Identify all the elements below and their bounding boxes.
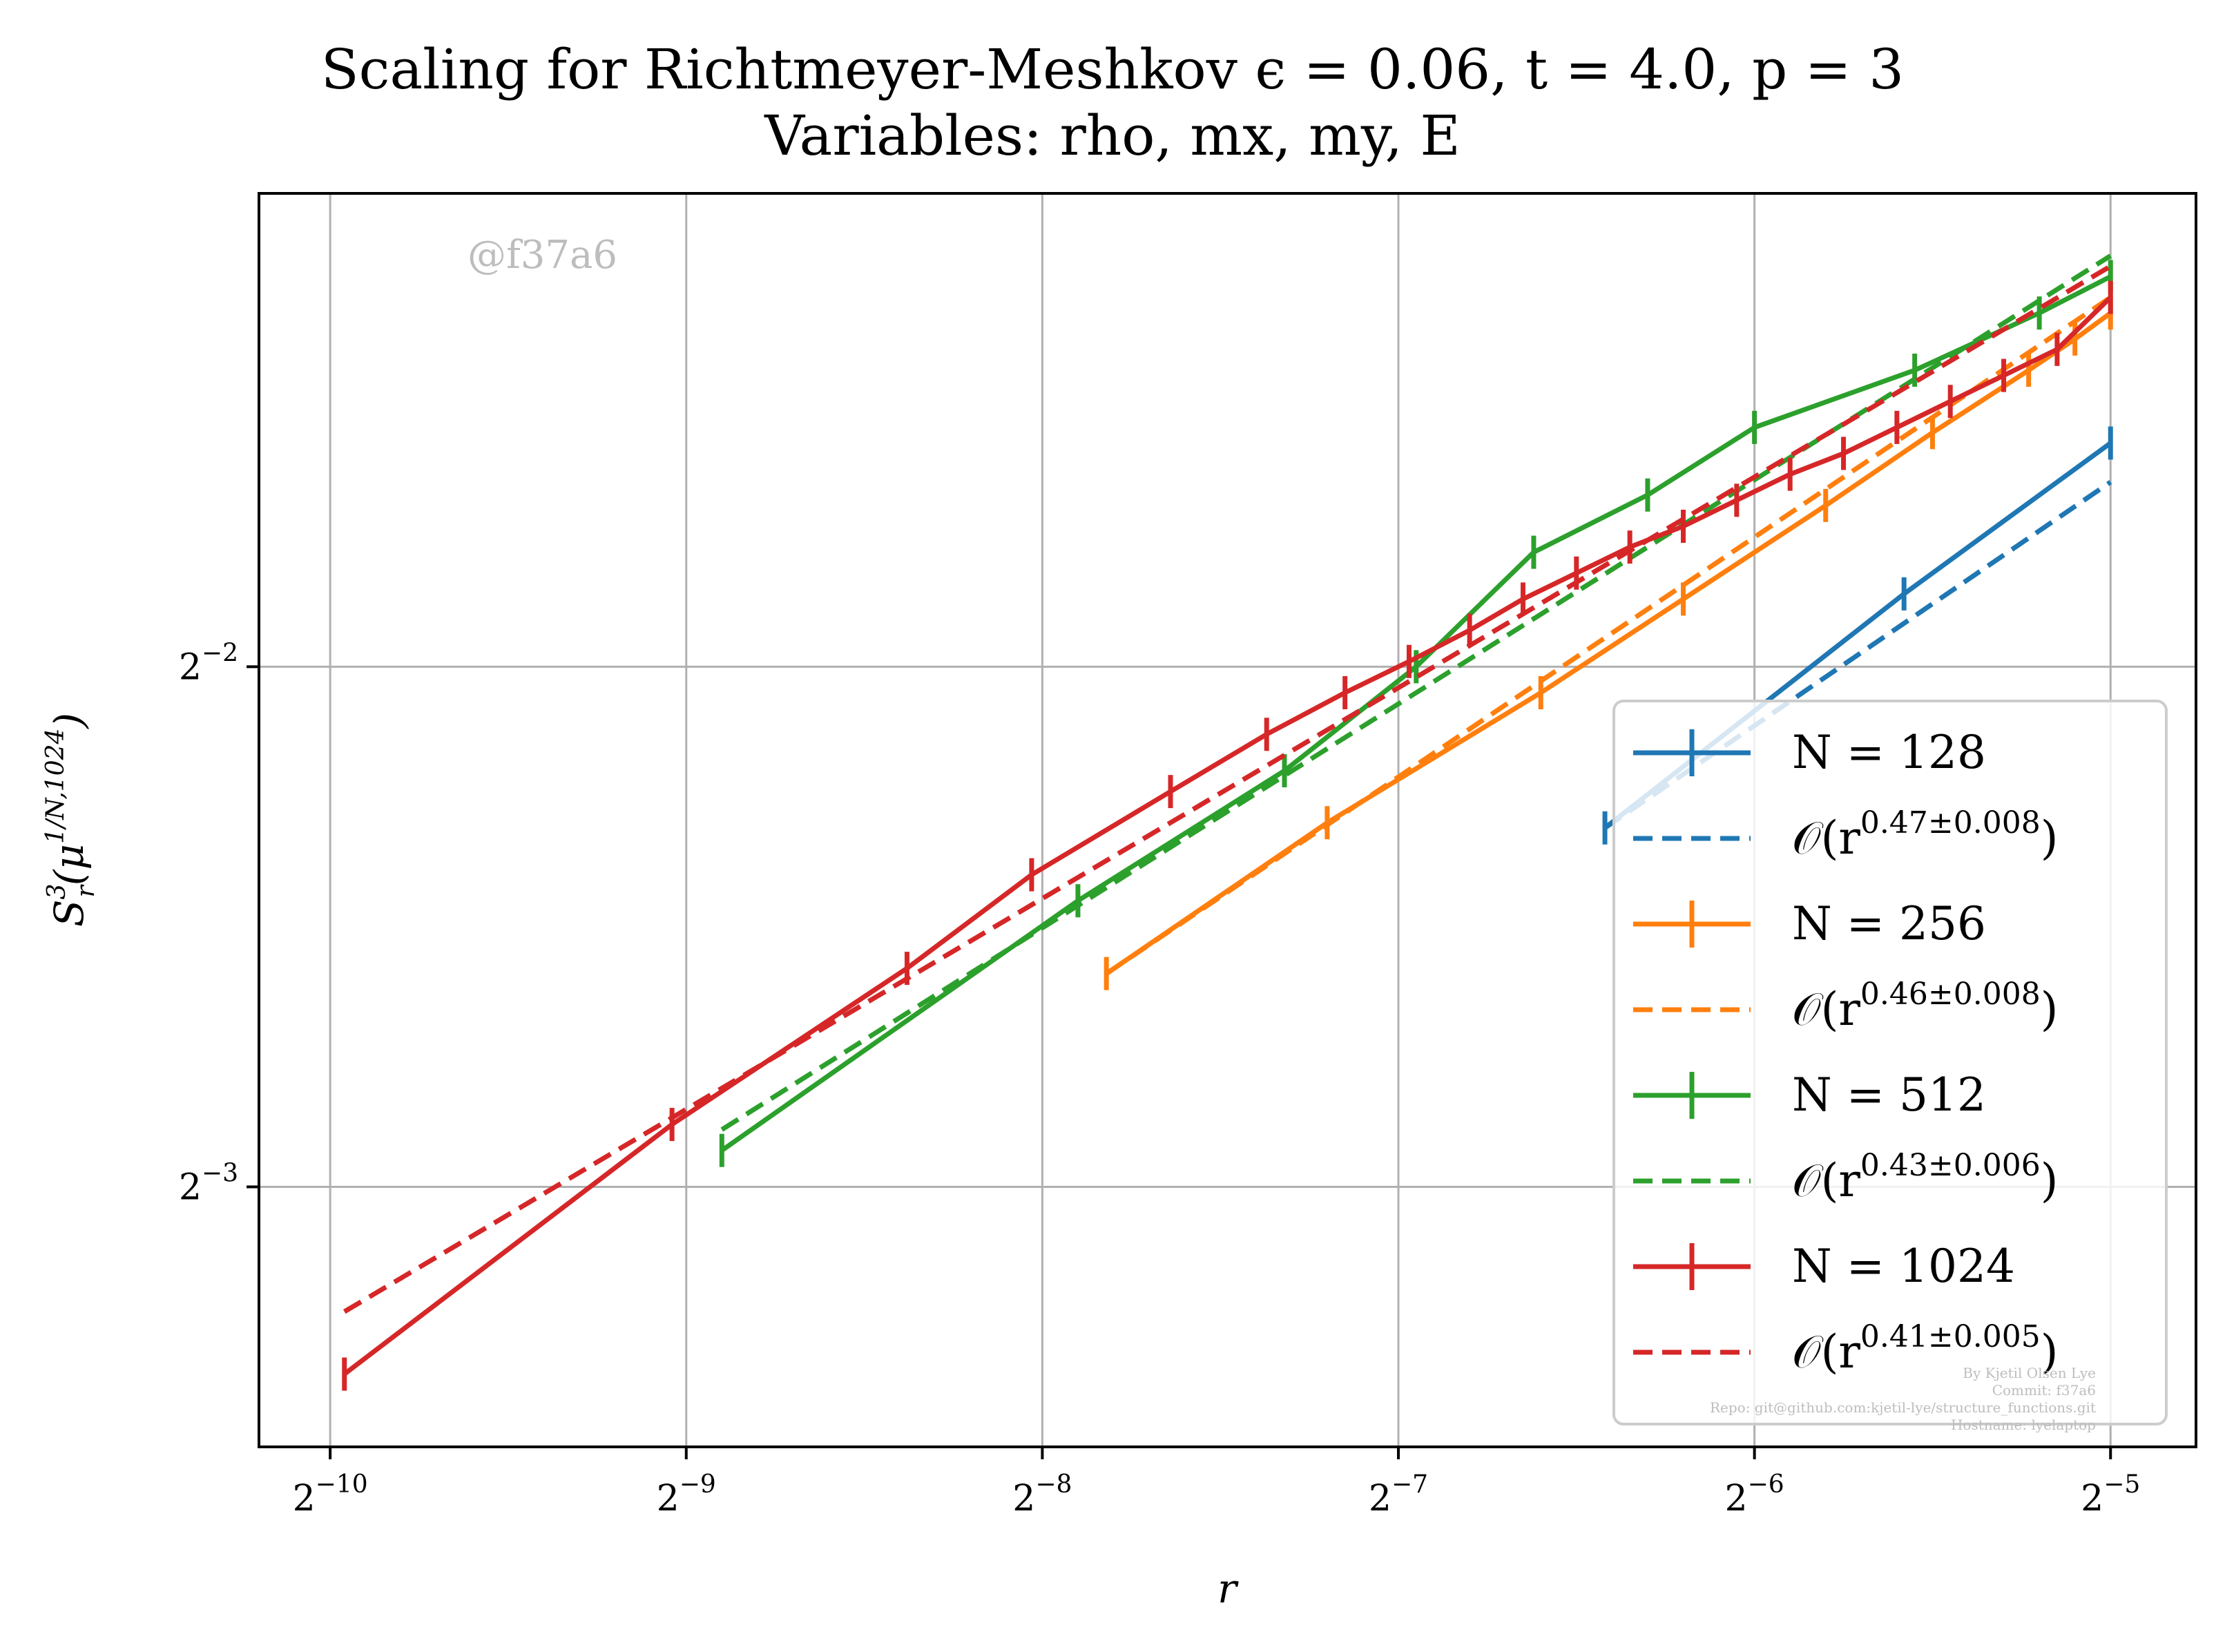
legend-label-2: N = 512 <box>1792 1068 1986 1122</box>
x-tick-label-3: 2−7 <box>1369 1470 1428 1519</box>
y-tick-label-0: 2−2 <box>179 639 238 688</box>
x-axis-ticks: 2−10 2−9 2−8 2−7 2−6 2−5 <box>293 1447 2140 1519</box>
footer-credit: By Kjetil Olsen Lye Commit: f37a6 Repo: … <box>1710 1365 2096 1433</box>
x-tick-label-1: 2−9 <box>657 1470 716 1519</box>
series-layer <box>342 253 2113 1391</box>
legend-fit-label-2: 𝒪(r0.43±0.006) <box>1792 1148 2058 1207</box>
footer-line-3: Repo: git@github.com:kjetil-lye/structur… <box>1710 1399 2096 1416</box>
footer-line-4: Hostname: lyelaptop <box>1951 1416 2096 1433</box>
plot-frame <box>258 192 2197 1448</box>
data-line-2 <box>720 274 2112 1153</box>
y-label-close: ) <box>46 713 93 730</box>
x-tick-label-4: 2−6 <box>1725 1470 1784 1519</box>
y-label-sup: 3 <box>43 883 71 899</box>
x-tick-label-0: 2−10 <box>293 1470 368 1519</box>
y-label-arg: (μ <box>46 844 93 885</box>
svg-text:S3r(μ1/N,1024): S3r(μ1/N,1024) <box>41 713 100 927</box>
fit-line-3 <box>343 264 2112 1314</box>
chart-title: Scaling for Richtmeyer-Meshkov ϵ = 0.06,… <box>321 37 1904 102</box>
legend: N = 128 𝒪(r0.47±0.008) N = 256 𝒪(r0.46±0.00… <box>1612 700 2168 1425</box>
legend-fit-label-0: 𝒪(r0.47±0.008) <box>1792 805 2058 865</box>
chart-subtitle: Variables: rho, mx, my, E <box>764 104 1461 168</box>
watermark: @f37a6 <box>468 233 617 278</box>
y-axis-label: S3r(μ1/N,1024) <box>41 713 100 927</box>
legend-fit-label-1: 𝒪(r0.46±0.008) <box>1792 977 2058 1036</box>
footer-line-1: By Kjetil Olsen Lye <box>1963 1365 2096 1381</box>
y-label-arg-sup: 1/N,1024 <box>41 729 70 844</box>
legend-fit-label-3: 𝒪(r0.41±0.005) <box>1792 1319 2058 1379</box>
x-axis-label: r <box>1217 1565 1239 1612</box>
legend-label-0: N = 128 <box>1792 726 1986 779</box>
y-label-main: S <box>46 899 93 927</box>
legend-label-3: N = 1024 <box>1792 1240 2015 1293</box>
x-tick-label-2: 2−8 <box>1012 1470 1072 1519</box>
x-tick-label-5: 2−5 <box>2081 1470 2140 1519</box>
footer-line-2: Commit: f37a6 <box>1992 1382 2096 1399</box>
y-axis-ticks: 2−2 2−3 <box>179 639 259 1208</box>
legend-box <box>1612 700 2168 1425</box>
y-tick-label-1: 2−3 <box>179 1159 238 1208</box>
legend-label-1: N = 256 <box>1792 897 1986 950</box>
series-3 <box>342 264 2113 1391</box>
y-label-sub: r <box>72 884 100 897</box>
